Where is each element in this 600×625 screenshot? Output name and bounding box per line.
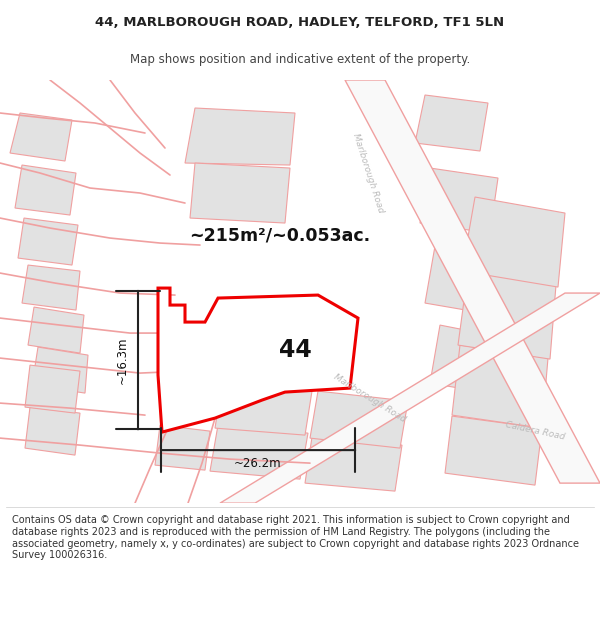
Polygon shape	[158, 288, 358, 432]
Text: Caldera Road: Caldera Road	[505, 421, 566, 442]
Polygon shape	[25, 407, 80, 455]
Polygon shape	[420, 168, 498, 233]
Polygon shape	[425, 246, 502, 315]
Text: ~26.2m: ~26.2m	[234, 457, 282, 469]
Text: Map shows position and indicative extent of the property.: Map shows position and indicative extent…	[130, 54, 470, 66]
Polygon shape	[210, 425, 308, 479]
Polygon shape	[452, 345, 548, 428]
Polygon shape	[15, 165, 76, 215]
Polygon shape	[18, 218, 78, 265]
Polygon shape	[28, 307, 84, 353]
Polygon shape	[10, 113, 72, 161]
Polygon shape	[462, 197, 565, 287]
Text: 44, MARLBOROUGH ROAD, HADLEY, TELFORD, TF1 5LN: 44, MARLBOROUGH ROAD, HADLEY, TELFORD, T…	[95, 16, 505, 29]
Polygon shape	[22, 265, 80, 310]
Polygon shape	[215, 383, 312, 435]
Polygon shape	[345, 80, 600, 483]
Polygon shape	[430, 325, 506, 395]
Polygon shape	[25, 365, 80, 413]
Text: Marlborough Road: Marlborough Road	[351, 132, 385, 214]
Polygon shape	[305, 437, 402, 491]
Polygon shape	[185, 108, 295, 165]
Text: ~16.3m: ~16.3m	[115, 336, 128, 384]
Polygon shape	[155, 425, 210, 470]
Polygon shape	[445, 416, 542, 485]
Polygon shape	[220, 293, 600, 503]
Text: ~215m²/~0.053ac.: ~215m²/~0.053ac.	[190, 226, 371, 244]
Text: Marlborough Road: Marlborough Road	[332, 372, 407, 424]
Text: 44: 44	[278, 338, 311, 362]
Polygon shape	[415, 95, 488, 151]
Polygon shape	[190, 163, 290, 223]
Polygon shape	[32, 347, 88, 393]
Text: Contains OS data © Crown copyright and database right 2021. This information is : Contains OS data © Crown copyright and d…	[12, 515, 579, 560]
Polygon shape	[458, 271, 556, 359]
Polygon shape	[310, 391, 408, 448]
